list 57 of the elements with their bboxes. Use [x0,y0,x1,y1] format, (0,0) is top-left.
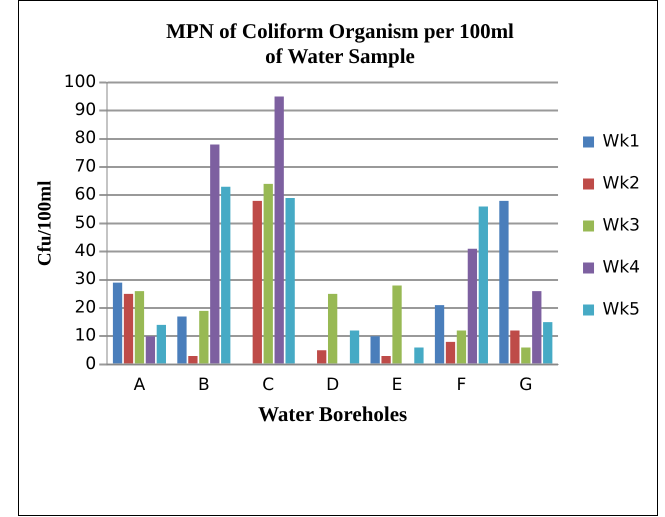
legend-label: Wk2 [602,173,640,194]
y-tick-label: 20 [74,297,96,318]
x-tick-label: F [456,375,466,396]
bar [381,356,391,364]
legend-label: Wk5 [602,299,640,320]
legend-label: Wk3 [602,215,640,236]
y-tick-label: 90 [74,100,96,120]
x-tick-label: G [519,375,532,396]
bar [199,310,208,364]
bar [156,324,166,364]
bar [521,347,530,364]
bar [112,282,122,364]
bar [264,184,273,364]
y-tick-label: 10 [74,326,96,346]
bar [317,350,326,364]
bar [252,200,262,364]
bar [188,356,198,364]
bar [370,336,380,364]
bar [510,330,520,364]
bar [543,322,552,364]
y-tick-label: 40 [74,241,96,262]
bar [434,305,444,364]
x-tick-label: C [262,375,274,396]
y-axis-title: Cfu/100ml [34,180,56,266]
bar [456,330,466,364]
bar [532,291,542,364]
bar [134,291,144,364]
y-tick-label: 60 [74,184,96,205]
bar [177,316,187,364]
bar [285,198,295,364]
bar [124,294,134,364]
y-tick-label: 80 [74,128,96,148]
bar [468,248,478,364]
bar [274,96,284,364]
bar [146,336,156,364]
bar [210,144,220,364]
bar [221,186,230,364]
bar [350,330,360,364]
bar [478,206,488,364]
x-tick-label: D [326,375,340,396]
bar [446,342,456,364]
y-tick-label: 70 [74,156,96,176]
x-tick-label: B [198,375,210,396]
y-tick-label: 100 [64,72,96,92]
chart-title: MPN of Coliform Organism per 100ml of Water Sample [166,19,514,68]
y-tick-label: 0 [85,354,96,374]
x-tick-label: A [134,375,146,396]
bar [499,200,509,364]
legend-label: Wk4 [602,257,640,278]
y-tick-label: 30 [74,269,96,290]
legend-label: Wk1 [602,131,640,152]
bar [414,347,424,364]
bar [328,294,338,364]
bar [392,285,402,364]
x-axis-title: Water Boreholes [258,402,408,426]
x-tick-label: E [392,375,402,396]
y-tick-label: 50 [74,212,96,233]
